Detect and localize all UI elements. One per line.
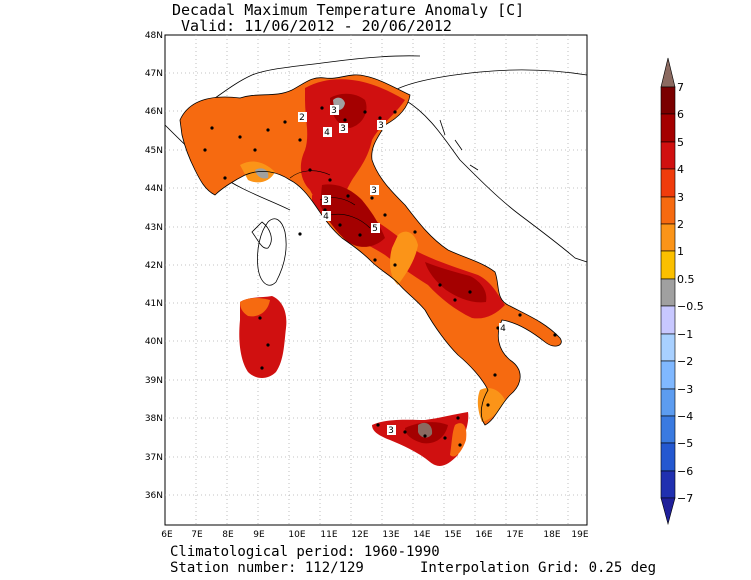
contour-label-6: 4 bbox=[323, 212, 329, 222]
svg-text:45N: 45N bbox=[145, 146, 163, 156]
colorbar-top-arrow bbox=[660, 57, 676, 88]
map-subtitle: Valid: 11/06/2012 - 20/06/2012 bbox=[172, 17, 452, 35]
corsica bbox=[257, 218, 287, 286]
contour-label-4: 3 bbox=[378, 121, 384, 131]
svg-text:43N: 43N bbox=[145, 223, 163, 233]
svg-text:48N: 48N bbox=[145, 31, 163, 41]
svg-text:47N: 47N bbox=[145, 69, 163, 79]
svg-text:46N: 46N bbox=[145, 107, 163, 117]
svg-text:37N: 37N bbox=[145, 453, 163, 463]
svg-text:44N: 44N bbox=[145, 184, 163, 194]
interpolation-grid: Interpolation Grid: 0.25 deg bbox=[420, 560, 657, 576]
contour-label-11: 3 bbox=[388, 426, 394, 436]
svg-text:−7: −7 bbox=[677, 492, 693, 505]
contour-labels: 2 3 4 3 3 4 3 5 3 4 3 bbox=[298, 105, 508, 436]
contour-label-7: 3 bbox=[323, 196, 329, 206]
svg-text:15E: 15E bbox=[444, 530, 461, 540]
colorbar bbox=[660, 57, 676, 526]
svg-text:40N: 40N bbox=[145, 337, 163, 347]
svg-text:−5: −5 bbox=[677, 437, 693, 450]
svg-text:6E: 6E bbox=[161, 530, 173, 540]
svg-text:10E: 10E bbox=[288, 530, 305, 540]
svg-text:2: 2 bbox=[677, 218, 684, 231]
svg-text:6: 6 bbox=[677, 108, 684, 121]
mainland-italy bbox=[180, 74, 562, 425]
station-number: Station number: 112/129 bbox=[170, 560, 364, 576]
svg-text:16E: 16E bbox=[475, 530, 492, 540]
svg-text:13E: 13E bbox=[382, 530, 399, 540]
contour-label-5: 3 bbox=[371, 186, 377, 196]
svg-text:−3: −3 bbox=[677, 383, 693, 396]
svg-text:3: 3 bbox=[677, 191, 684, 204]
svg-text:11E: 11E bbox=[320, 530, 337, 540]
svg-text:7: 7 bbox=[677, 81, 684, 94]
svg-text:0.5: 0.5 bbox=[677, 273, 695, 286]
svg-text:−0.5: −0.5 bbox=[677, 300, 704, 313]
colorbar-labels: 7 6 5 4 3 2 1 0.5 −0.5 −1 −2 −3 −4 −5 −6… bbox=[677, 81, 704, 505]
svg-text:38N: 38N bbox=[145, 414, 163, 424]
contour-label-1: 2 bbox=[299, 113, 305, 123]
longitude-labels: 6E 7E 8E 9E 10E 11E 12E 13E 14E 15E 16E … bbox=[161, 530, 589, 540]
svg-text:18E: 18E bbox=[543, 530, 560, 540]
svg-text:−2: −2 bbox=[677, 355, 693, 368]
contour-label-2: 3 bbox=[340, 124, 346, 134]
colorbar-bottom-arrow bbox=[660, 497, 676, 526]
svg-text:19E: 19E bbox=[571, 530, 588, 540]
svg-text:17E: 17E bbox=[506, 530, 523, 540]
svg-text:14E: 14E bbox=[413, 530, 430, 540]
svg-text:41N: 41N bbox=[145, 299, 163, 309]
svg-text:7E: 7E bbox=[191, 530, 203, 540]
climatological-period: Climatological period: 1960-1990 bbox=[170, 544, 440, 560]
contour-label-10: 4 bbox=[500, 324, 506, 334]
svg-text:39N: 39N bbox=[145, 376, 163, 386]
svg-text:42N: 42N bbox=[145, 261, 163, 271]
contour-label-9: 3 bbox=[331, 106, 337, 116]
svg-text:12E: 12E bbox=[351, 530, 368, 540]
latitude-labels: 48N 47N 46N 45N 44N 43N 42N 41N 40N 39N … bbox=[145, 31, 163, 501]
svg-text:5: 5 bbox=[677, 136, 684, 149]
svg-text:−1: −1 bbox=[677, 328, 693, 341]
map-title: Decadal Maximum Temperature Anomaly [C] bbox=[172, 1, 525, 19]
svg-text:9E: 9E bbox=[253, 530, 265, 540]
svg-text:4: 4 bbox=[677, 163, 684, 176]
svg-text:−6: −6 bbox=[677, 465, 693, 478]
italy-anomaly-field bbox=[179, 74, 562, 466]
sardinia bbox=[239, 296, 287, 378]
svg-text:8E: 8E bbox=[222, 530, 234, 540]
contour-label-8: 5 bbox=[372, 224, 378, 234]
station-markers bbox=[203, 106, 557, 447]
svg-text:−4: −4 bbox=[677, 410, 693, 423]
contour-label-3: 4 bbox=[324, 128, 330, 138]
svg-text:1: 1 bbox=[677, 245, 684, 258]
svg-text:36N: 36N bbox=[145, 491, 163, 501]
